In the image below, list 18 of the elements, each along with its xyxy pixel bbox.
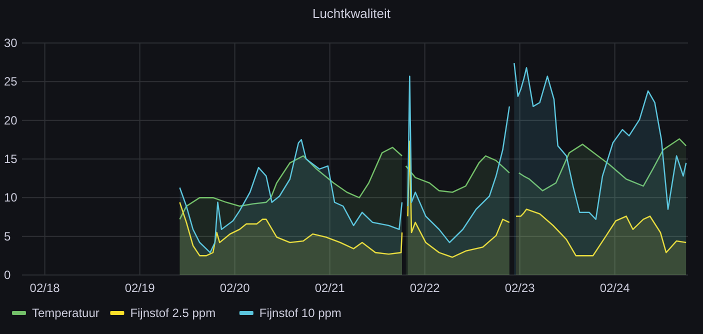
- y-tick-label: 15: [4, 152, 18, 166]
- x-tick-label: 02/19: [124, 281, 156, 295]
- y-tick-label: 25: [4, 74, 18, 89]
- x-tick-label: 02/18: [30, 281, 60, 295]
- x-tick-label: 02/22: [410, 281, 440, 295]
- x-tick-label: 02/20: [220, 281, 250, 295]
- y-tick-label: 20: [4, 113, 18, 128]
- x-tick-label: 02/24: [600, 281, 630, 295]
- legend-label: Fijnstof 10 ppm: [259, 306, 342, 320]
- legend-label: Fijnstof 2.5 ppm: [130, 306, 216, 320]
- legend-label: Temperatuur: [32, 306, 100, 320]
- y-tick-label: 10: [4, 190, 18, 205]
- y-tick-label: 5: [4, 229, 11, 244]
- chart-title: Luchtkwaliteit: [312, 6, 391, 21]
- x-tick-label: 02/21: [314, 281, 346, 295]
- y-tick-label: 30: [4, 36, 18, 50]
- y-tick-label: 0: [4, 268, 11, 282]
- x-tick-label: 02/23: [504, 281, 536, 295]
